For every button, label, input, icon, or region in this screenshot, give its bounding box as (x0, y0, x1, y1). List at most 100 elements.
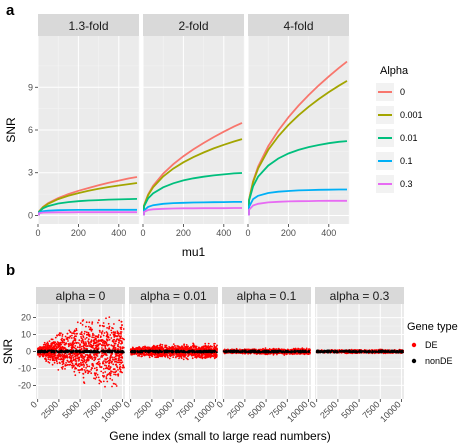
de-point (63, 347, 66, 349)
de-point (89, 345, 92, 348)
de-point (69, 363, 72, 366)
de-point (105, 365, 108, 367)
de-point (119, 337, 122, 340)
de-point (82, 372, 84, 375)
de-point (91, 323, 93, 325)
nonde-point (290, 350, 293, 353)
nonde-point (307, 350, 310, 353)
x-tick-label: 200 (176, 228, 191, 238)
nonde-point (253, 351, 256, 354)
de-point (200, 356, 202, 359)
de-point (79, 346, 81, 348)
de-point (171, 354, 174, 356)
de-point (88, 365, 91, 368)
de-point (100, 370, 103, 373)
de-point (150, 348, 152, 350)
nonde-point (249, 351, 252, 354)
de-point (176, 345, 179, 347)
de-point (174, 348, 177, 350)
de-point (120, 335, 122, 337)
de-point (83, 332, 86, 335)
series-line-alpha-0.1 (248, 188, 347, 216)
de-point (87, 370, 90, 373)
de-point (194, 353, 197, 356)
de-point (72, 356, 75, 359)
nonde-point (105, 349, 108, 352)
de-point (99, 339, 102, 342)
legend-label: 0 (400, 87, 405, 97)
de-point (97, 344, 100, 346)
nonde-point (163, 351, 166, 354)
nonde-point (136, 351, 139, 354)
nonde-point (53, 350, 56, 352)
de-point (106, 335, 108, 338)
de-point (137, 354, 139, 357)
de-point (188, 353, 191, 356)
panel-b-label: b (6, 262, 15, 279)
de-point (51, 363, 54, 366)
nonde-point (224, 351, 227, 354)
de-point (80, 345, 83, 348)
de-point (82, 335, 84, 337)
de-point (119, 348, 122, 351)
de-point (181, 347, 184, 350)
x-tick-label: 0 (35, 228, 40, 238)
y-tick-label: 6 (28, 125, 33, 135)
de-point (108, 338, 111, 341)
nonde-point (89, 351, 91, 354)
nonde-point (96, 350, 99, 353)
de-point (80, 341, 83, 344)
de-point (61, 333, 64, 336)
de-point (190, 346, 193, 349)
x-tick-label: 400 (321, 228, 336, 238)
nonde-point (285, 349, 288, 352)
nonde-point (153, 350, 156, 352)
de-point (70, 355, 73, 357)
de-point (90, 340, 93, 343)
de-point (104, 353, 107, 356)
de-point (131, 346, 134, 349)
de-point (176, 347, 179, 349)
de-point (82, 355, 84, 358)
x-tick-label: 0 (121, 399, 132, 410)
de-point (75, 329, 78, 332)
de-point (94, 341, 97, 344)
nonde-point (140, 350, 143, 353)
de-point (154, 356, 157, 358)
de-point (216, 344, 218, 347)
de-point (52, 358, 54, 361)
de-point (61, 368, 64, 370)
nonde-point (74, 350, 77, 353)
de-point (90, 330, 93, 332)
de-point (69, 335, 72, 338)
de-point (87, 340, 89, 343)
de-point (98, 382, 101, 385)
de-point (46, 344, 49, 347)
de-point (44, 357, 47, 360)
de-point (99, 362, 101, 365)
de-point (204, 357, 207, 359)
x-tick-label: 0 (140, 228, 145, 238)
de-point (69, 331, 72, 334)
de-point (83, 369, 86, 371)
de-point (87, 372, 89, 375)
de-point (85, 363, 88, 366)
de-point (61, 353, 64, 356)
de-point (169, 355, 172, 358)
de-point (110, 329, 113, 332)
de-point (69, 342, 71, 345)
de-point (47, 356, 50, 359)
de-point (54, 347, 57, 350)
de-point (172, 356, 175, 358)
de-point (71, 354, 74, 357)
de-point (174, 345, 177, 347)
y-tick-label: 0 (28, 210, 33, 220)
de-point (92, 332, 94, 335)
de-point (86, 365, 89, 368)
facet-strip-label: alpha = 0.1 (237, 289, 297, 303)
nonde-point (200, 350, 203, 353)
y-tick-label: 9 (28, 82, 33, 92)
de-point (74, 358, 77, 361)
de-point (76, 354, 78, 357)
de-point (81, 361, 84, 364)
